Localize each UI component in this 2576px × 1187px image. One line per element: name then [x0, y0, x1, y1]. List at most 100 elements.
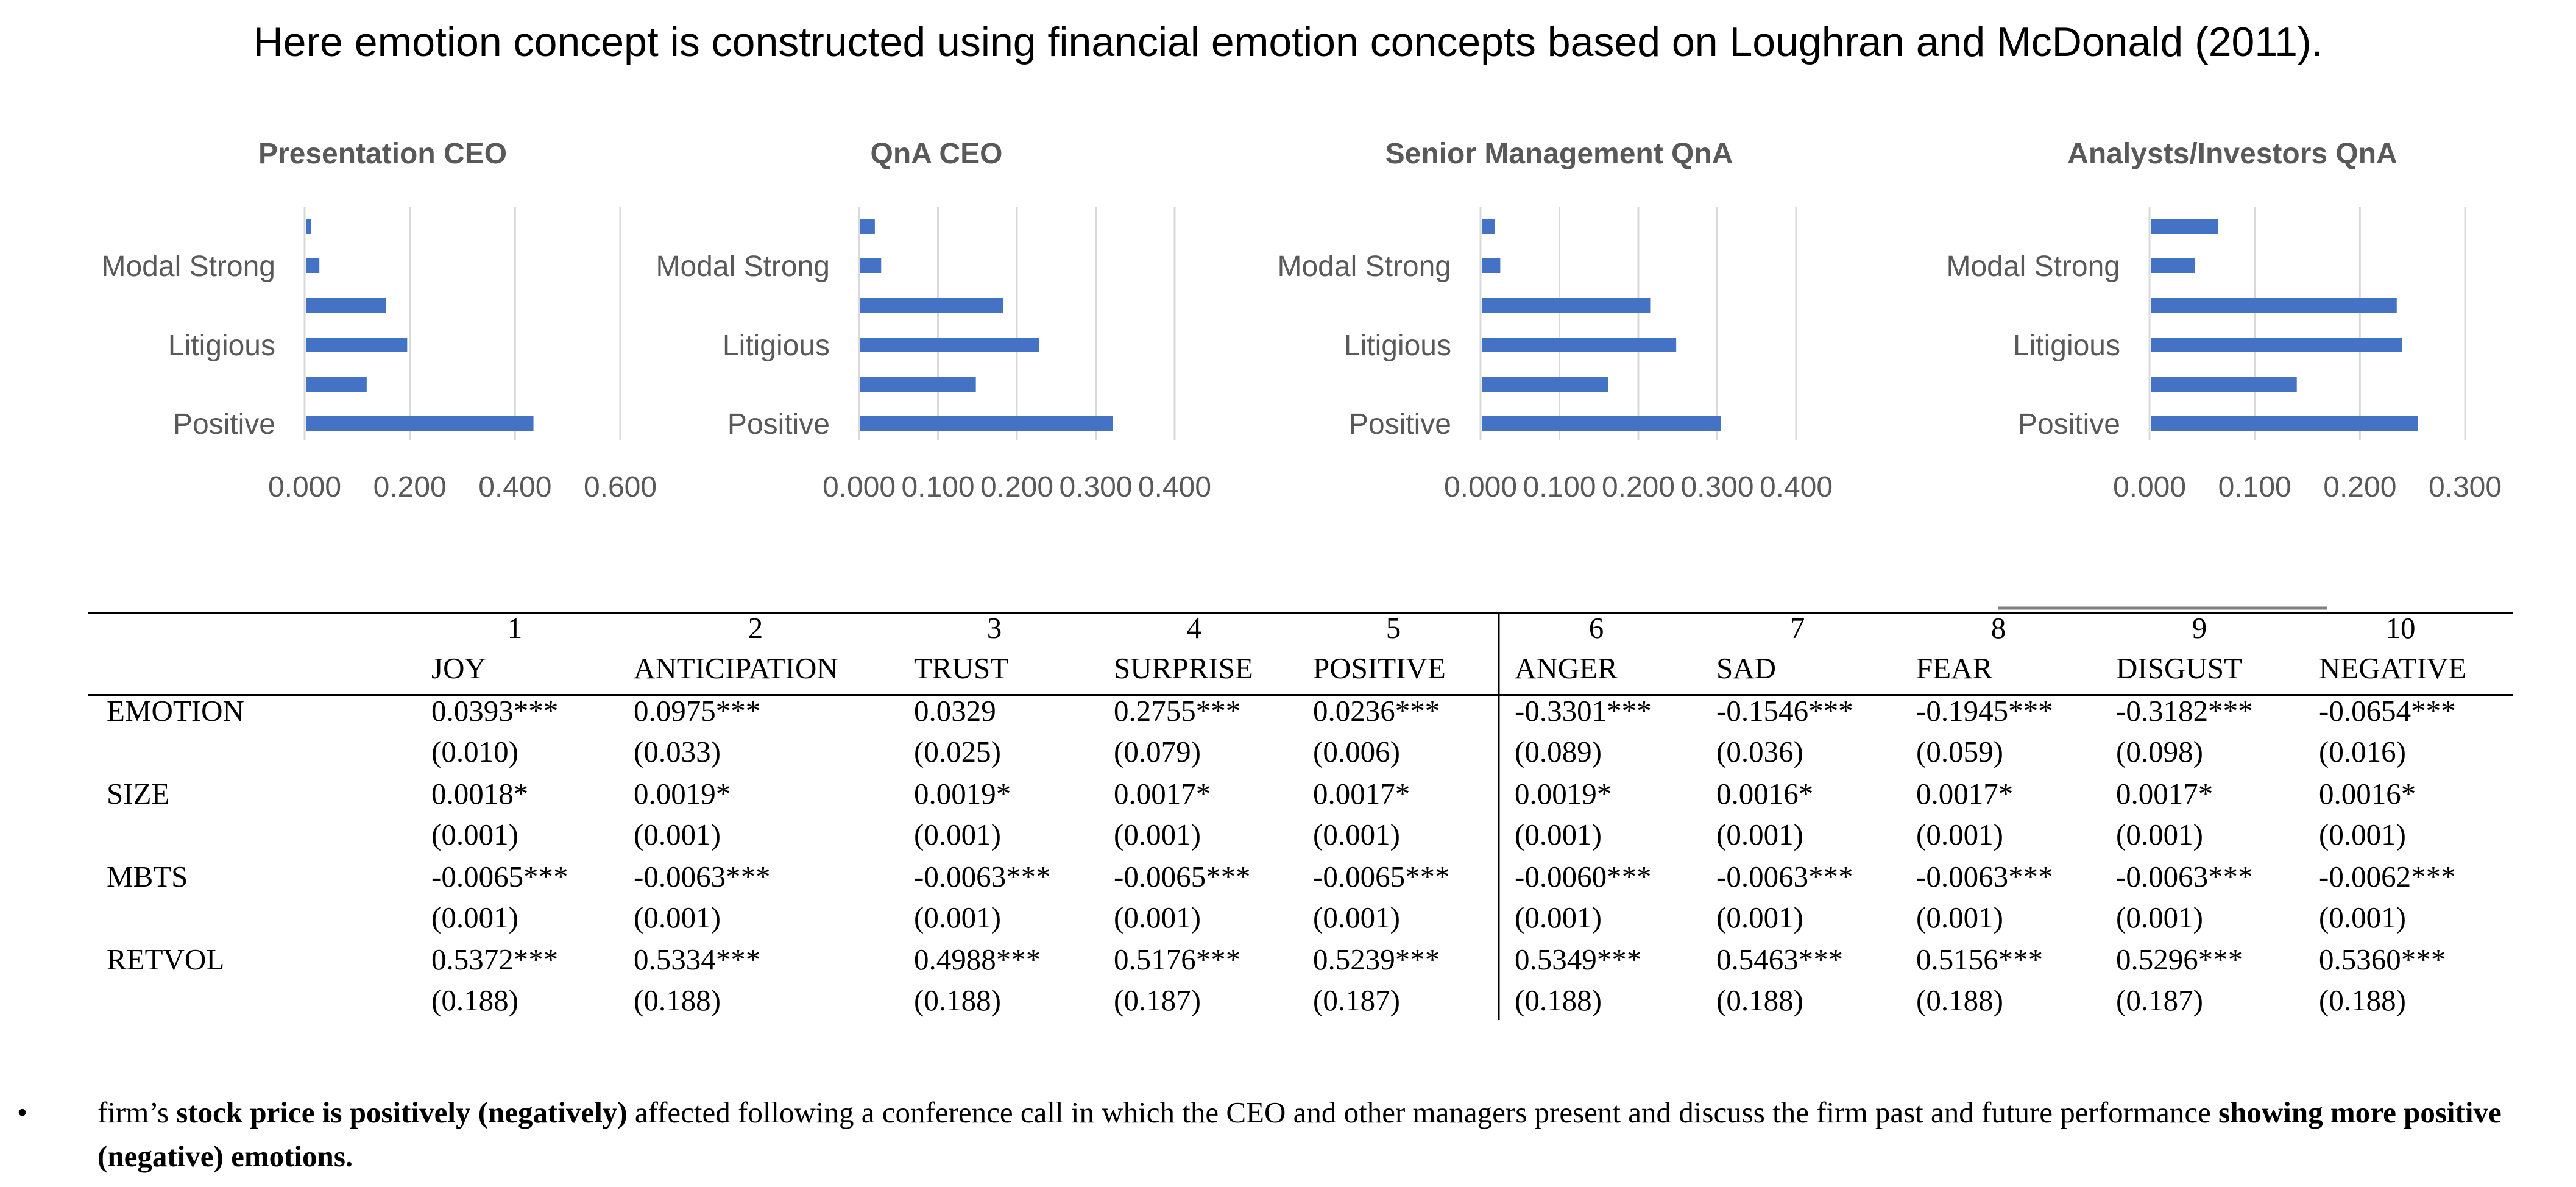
- category-label: Positive: [2018, 408, 2120, 441]
- bar: [1482, 416, 1721, 431]
- std-error-cell: (0.001): [1716, 818, 1803, 851]
- bar: [1482, 338, 1677, 352]
- std-error-cell: (0.188): [1515, 983, 1602, 1017]
- slide-headline: Here emotion concept is constructed usin…: [253, 19, 2323, 65]
- column-header: POSITIVE: [1313, 651, 1446, 685]
- std-error-cell: (0.001): [1716, 901, 1803, 934]
- bar: [1482, 219, 1495, 234]
- coefficient-cell: 0.5156***: [1916, 943, 2043, 976]
- column-header: FEAR: [1916, 651, 1993, 685]
- std-error-cell: (0.025): [914, 735, 1001, 768]
- x-tick-label: 0.300: [1059, 471, 1132, 503]
- coefficient-cell: 0.2755***: [1114, 694, 1240, 728]
- coefficient-cell: 0.5372***: [431, 943, 558, 976]
- note-bold1: stock price is positively (negatively): [176, 1096, 628, 1129]
- std-error-cell: (0.001): [431, 901, 518, 934]
- category-label: Litigious: [2013, 330, 2120, 362]
- std-error-cell: (0.001): [1916, 818, 2003, 851]
- category-label: Modal Strong: [1278, 250, 1452, 283]
- std-error-cell: (0.188): [2319, 983, 2406, 1017]
- note-bold2: showing more positive (negative) emotion…: [97, 1096, 2502, 1173]
- std-error-cell: (0.001): [2116, 818, 2203, 851]
- std-error-cell: (0.001): [634, 818, 721, 851]
- column-header: SAD: [1716, 651, 1776, 685]
- coefficient-cell: 0.5334***: [634, 943, 760, 976]
- std-error-cell: (0.001): [1515, 818, 1602, 851]
- coefficient-cell: 0.4988***: [914, 943, 1041, 976]
- bar: [2151, 258, 2195, 273]
- x-tick-label: 0.300: [2429, 471, 2502, 503]
- coefficient-cell: 0.5463***: [1716, 943, 1843, 976]
- std-error-cell: (0.187): [2116, 983, 2203, 1017]
- chart-panel-4: Analysts/Investors QnA 0.000 0.100 0.200 0.3…: [1947, 138, 2502, 503]
- coefficient-cell: -0.0063***: [2116, 860, 2253, 893]
- coefficient-cell: 0.0017*: [1916, 777, 2013, 810]
- chart-title: Analysts/Investors QnA: [2067, 138, 2397, 170]
- coefficient-cell: 0.0236***: [1313, 694, 1440, 728]
- std-error-cell: (0.001): [2319, 901, 2406, 934]
- category-label: Litigious: [723, 330, 830, 362]
- column-header: NEGATIVE: [2319, 651, 2466, 685]
- std-error-cell: (0.006): [1313, 735, 1400, 768]
- std-error-cell: (0.187): [1313, 983, 1400, 1017]
- coefficient-cell: -0.0065***: [1313, 860, 1450, 893]
- coefficient-cell: -0.0063***: [1716, 860, 1853, 893]
- std-error-cell: (0.001): [431, 818, 518, 851]
- category-label: Positive: [727, 408, 830, 441]
- coefficient-cell: 0.5176***: [1114, 943, 1240, 976]
- column-number: 7: [1790, 611, 1805, 645]
- column-number: 4: [1187, 611, 1202, 645]
- std-error-cell: (0.033): [634, 735, 721, 768]
- std-error-cell: (0.001): [1313, 901, 1400, 934]
- row-label: MBTS: [107, 860, 188, 893]
- std-error-cell: (0.001): [1114, 818, 1201, 851]
- x-tick-label: 0.000: [1444, 471, 1517, 503]
- bar: [2151, 338, 2402, 352]
- x-tick-label: 0.200: [980, 471, 1053, 503]
- coefficient-cell: 0.5349***: [1515, 943, 1641, 976]
- x-tick-label: 0.000: [268, 471, 341, 503]
- std-error-cell: (0.016): [2319, 735, 2406, 768]
- coefficient-cell: -0.0654***: [2319, 694, 2456, 728]
- bar: [306, 416, 534, 431]
- std-error-cell: (0.001): [1515, 901, 1602, 934]
- x-tick-label: 0.400: [1760, 471, 1833, 503]
- coefficient-cell: -0.0063***: [914, 860, 1051, 893]
- column-number: 10: [2386, 611, 2416, 645]
- coefficient-cell: 0.0016*: [2319, 777, 2416, 810]
- std-error-cell: (0.001): [1916, 901, 2003, 934]
- x-tick-label: 0.000: [823, 471, 896, 503]
- chart-title: QnA CEO: [871, 138, 1003, 170]
- std-error-cell: (0.036): [1716, 735, 1803, 768]
- note-part2: affected following a conference call in …: [627, 1096, 2219, 1129]
- std-error-cell: (0.001): [1114, 901, 1201, 934]
- coefficient-cell: 0.5360***: [2319, 943, 2446, 976]
- note-part1: firm’s: [97, 1096, 177, 1129]
- category-label: Positive: [173, 408, 275, 441]
- coefficient-cell: 0.5239***: [1313, 943, 1440, 976]
- bar: [860, 377, 976, 392]
- coefficient-cell: 0.0016*: [1716, 777, 1813, 810]
- x-tick-label: 0.400: [1138, 471, 1211, 503]
- column-header: SURPRISE: [1114, 651, 1253, 685]
- column-header: TRUST: [914, 651, 1008, 685]
- coefficient-cell: -0.0063***: [634, 860, 771, 893]
- coefficient-cell: -0.3301***: [1515, 694, 1652, 728]
- std-error-cell: (0.001): [634, 901, 721, 934]
- bar: [860, 338, 1039, 352]
- std-error-cell: (0.001): [1313, 818, 1400, 851]
- chart-panel-1: Presentation CEO 0.000 0.200 0.400 0.600 Moda…: [102, 138, 657, 503]
- bar: [2151, 219, 2218, 234]
- column-number: 3: [987, 611, 1002, 645]
- column-header: DISGUST: [2116, 651, 2242, 685]
- category-label: Litigious: [1344, 330, 1451, 362]
- coefficient-cell: -0.1945***: [1916, 694, 2053, 728]
- bar: [306, 298, 386, 313]
- bar: [306, 219, 311, 234]
- std-error-cell: (0.001): [2116, 901, 2203, 934]
- x-tick-label: 0.100: [901, 471, 974, 503]
- std-error-cell: (0.001): [914, 818, 1001, 851]
- coefficient-cell: -0.0062***: [2319, 860, 2456, 893]
